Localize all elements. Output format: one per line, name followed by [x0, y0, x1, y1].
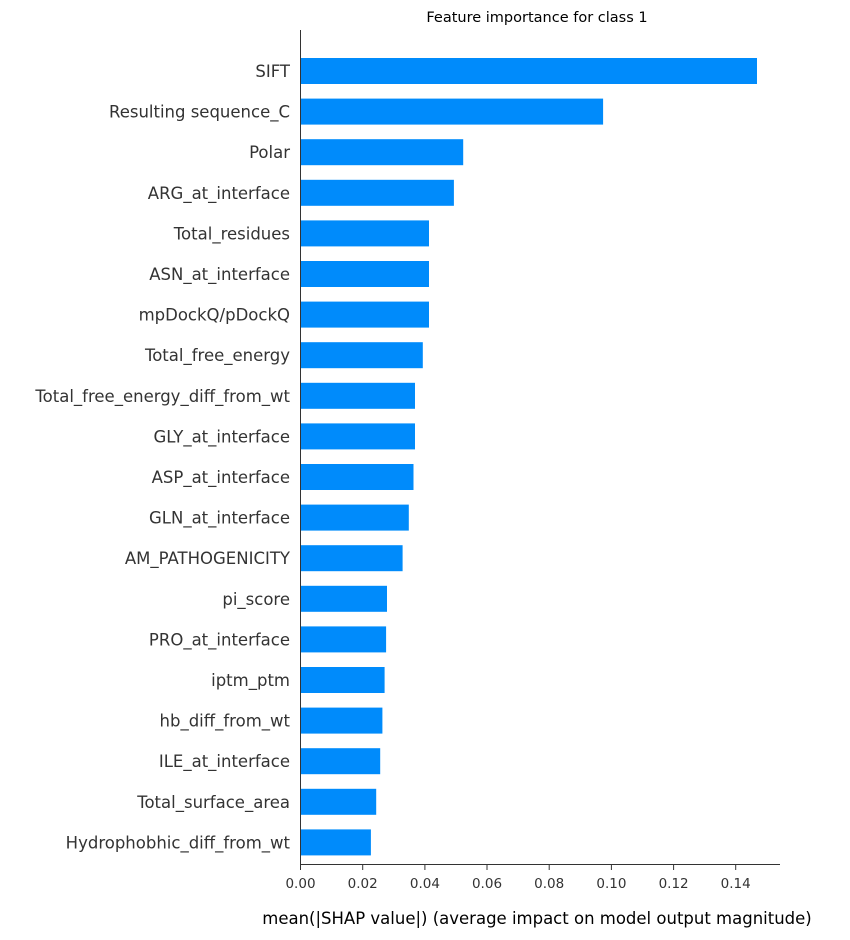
y-tick-label: SIFT [255, 62, 291, 81]
y-tick-label: Total_free_energy_diff_from_wt [34, 387, 290, 407]
x-tick-label: 0.08 [534, 876, 564, 892]
bar [301, 545, 403, 572]
bar [301, 504, 409, 531]
y-tick-label: ASP_at_interface [152, 468, 290, 488]
x-tick-label: 0.04 [410, 876, 440, 892]
y-tick-label: Resulting sequence_C [109, 103, 290, 123]
bar [301, 220, 429, 247]
y-tick-label: PRO_at_interface [149, 630, 290, 650]
bar [301, 829, 371, 856]
y-tick-label: iptm_ptm [211, 671, 290, 691]
x-tick-label: 0.06 [472, 876, 502, 892]
x-tick-label: 0.12 [659, 876, 689, 892]
bar [301, 261, 429, 287]
y-tick-label: ARG_at_interface [148, 184, 290, 204]
y-tick-label: GLY_at_interface [153, 427, 290, 447]
bar [301, 464, 414, 490]
bar [301, 179, 454, 206]
y-tick-label: ASN_at_interface [149, 265, 290, 285]
y-tick-label: hb_diff_from_wt [160, 712, 291, 732]
bar [301, 301, 429, 328]
y-tick-label: AM_PATHOGENICITY [125, 549, 291, 569]
bar [301, 382, 415, 409]
y-tick-label: mpDockQ/pDockQ [139, 306, 290, 325]
y-tick-labels: SIFT Resulting sequence_C Polar ARG_at_inte… [34, 62, 291, 853]
x-axis-label: mean(|SHAP value|) (average impact on mo… [262, 909, 812, 928]
bar [301, 585, 387, 612]
x-ticks: 0.00 0.02 0.04 0.06 0.08 0.10 0.12 0.14 [285, 865, 751, 892]
x-tick-label: 0.02 [348, 876, 378, 892]
bar [301, 788, 377, 815]
y-tick-label: Total_residues [173, 224, 290, 244]
bar [301, 626, 387, 653]
y-tick-label: pi_score [222, 590, 290, 610]
x-tick-label: 0.10 [596, 876, 626, 892]
bar [301, 139, 464, 166]
y-tick-label: Polar [249, 143, 290, 162]
bar [301, 707, 383, 734]
bar [301, 748, 381, 775]
y-tick-label: Total_surface_area [136, 793, 290, 813]
x-tick-label: 0.14 [721, 876, 751, 892]
y-tick-label: Hydrophobhic_diff_from_wt [66, 833, 291, 853]
x-tick-label: 0.00 [285, 876, 315, 892]
bars-layer [301, 58, 757, 856]
y-tick-label: Total_free_energy [144, 346, 290, 366]
chart-title: Feature importance for class 1 [426, 10, 647, 26]
bar [301, 98, 604, 125]
bar [301, 342, 423, 369]
y-tick-label: ILE_at_interface [159, 752, 290, 772]
bar [301, 58, 757, 84]
bar [301, 667, 385, 693]
y-tick-label: GLN_at_interface [149, 509, 290, 529]
bar [301, 423, 415, 450]
